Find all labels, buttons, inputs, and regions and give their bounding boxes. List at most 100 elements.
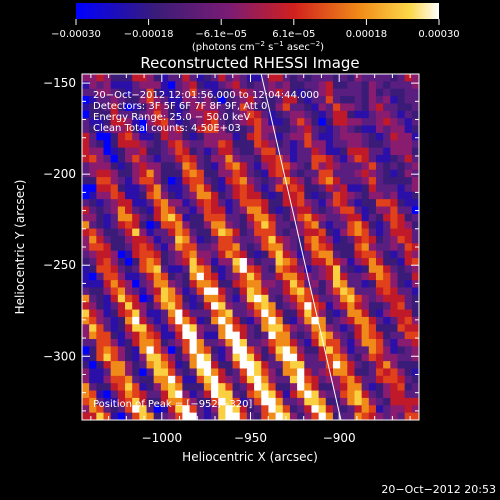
heatmap-cell [354, 397, 363, 406]
heatmap-cell [390, 280, 399, 289]
heatmap-cell [254, 118, 262, 127]
heatmap-cell [354, 81, 363, 90]
heatmap-cell [117, 184, 126, 193]
heatmap-cell [153, 287, 162, 296]
heatmap-cell [397, 316, 406, 325]
heatmap-cell [110, 125, 119, 134]
heatmap-cell [332, 96, 341, 105]
heatmap-cell [347, 103, 356, 112]
heatmap-cell [390, 235, 399, 244]
heatmap-cell [246, 154, 255, 163]
heatmap-cell [318, 154, 327, 163]
heatmap-cell [383, 177, 391, 186]
heatmap-cell [225, 132, 234, 141]
heatmap-cell [325, 140, 334, 149]
heatmap-cell [289, 339, 298, 347]
heatmap-cell [132, 339, 140, 347]
heatmap-cell [125, 309, 133, 318]
heatmap-cell [125, 140, 133, 149]
heatmap-cell [254, 405, 262, 414]
heatmap-cell [318, 331, 327, 340]
heatmap-cell [404, 81, 413, 90]
heatmap-cell [404, 235, 413, 244]
heatmap-cell [153, 213, 162, 222]
heatmap-cell [361, 228, 370, 237]
heatmap-cell [196, 154, 205, 163]
heatmap-cell [275, 412, 284, 420]
heatmap-cell [325, 132, 334, 141]
heatmap-cell [246, 221, 255, 230]
heatmap-cell [354, 125, 363, 134]
heatmap-cell [289, 309, 298, 318]
heatmap-cell [411, 103, 419, 112]
heatmap-cell [203, 154, 212, 163]
heatmap-cell [139, 235, 148, 244]
heatmap-cell [225, 147, 234, 156]
heatmap-cell [390, 103, 399, 112]
heatmap-cell [332, 302, 341, 311]
heatmap-cell [239, 375, 248, 384]
heatmap-cell [246, 361, 255, 370]
heatmap-cell [189, 96, 198, 105]
heatmap-cell [182, 324, 191, 333]
heatmap-cell [189, 324, 198, 333]
heatmap-cell [268, 294, 277, 303]
heatmap-cell [411, 191, 419, 200]
heatmap-cell [397, 235, 406, 244]
heatmap-cell [132, 405, 140, 414]
heatmap-cell [103, 81, 112, 90]
heatmap-cell [397, 324, 406, 333]
heatmap-cell [325, 331, 334, 340]
heatmap-cell [304, 96, 313, 105]
heatmap-cell [239, 412, 248, 420]
heatmap-cell [96, 154, 105, 163]
heatmap-cell [304, 258, 313, 266]
heatmap-cell [254, 235, 262, 244]
heatmap-cell [175, 110, 183, 119]
heatmap-cell [282, 81, 291, 90]
heatmap-cell [211, 228, 219, 237]
heatmap-cell [103, 294, 112, 303]
heatmap-cell [175, 324, 183, 333]
heatmap-cell [139, 199, 148, 208]
heatmap-cell [275, 221, 284, 230]
heatmap-cell [189, 250, 198, 259]
heatmap-cell [232, 272, 241, 281]
heatmap-cell [189, 258, 198, 266]
heatmap-cell [325, 199, 334, 208]
heatmap-cell [325, 125, 334, 134]
heatmap-cell [225, 258, 234, 266]
heatmap-cell [211, 235, 219, 244]
heatmap-cell [340, 132, 348, 141]
heatmap-cell [189, 397, 198, 406]
heatmap-cell [368, 294, 377, 303]
heatmap-cell [239, 265, 248, 274]
heatmap-cell [89, 147, 97, 156]
heatmap-cell [203, 177, 212, 186]
heatmap-cell [325, 390, 334, 399]
heatmap-cell [354, 375, 363, 384]
heatmap-cell [82, 302, 90, 311]
heatmap-cell [404, 287, 413, 296]
heatmap-cell [354, 235, 363, 244]
heatmap-cell [254, 368, 262, 377]
heatmap-cell [168, 258, 176, 266]
heatmap-cell [261, 383, 270, 392]
heatmap-cell [304, 118, 313, 127]
heatmap-cell [110, 287, 119, 296]
heatmap-cell [96, 96, 105, 105]
heatmap-cell [160, 368, 169, 377]
heatmap-cell [246, 96, 255, 105]
heatmap-cell [182, 140, 191, 149]
heatmap-cell [82, 140, 90, 149]
heatmap-cell [361, 383, 370, 392]
heatmap-cell [375, 346, 384, 355]
heatmap-cell [182, 228, 191, 237]
heatmap-cell [125, 412, 133, 420]
heatmap-cell [311, 361, 320, 370]
heatmap-cell [246, 258, 255, 266]
colorbar-ticks [75, 19, 440, 25]
heatmap-cell [239, 346, 248, 355]
heatmap-cell [146, 294, 155, 303]
heatmap-cell [411, 154, 419, 163]
